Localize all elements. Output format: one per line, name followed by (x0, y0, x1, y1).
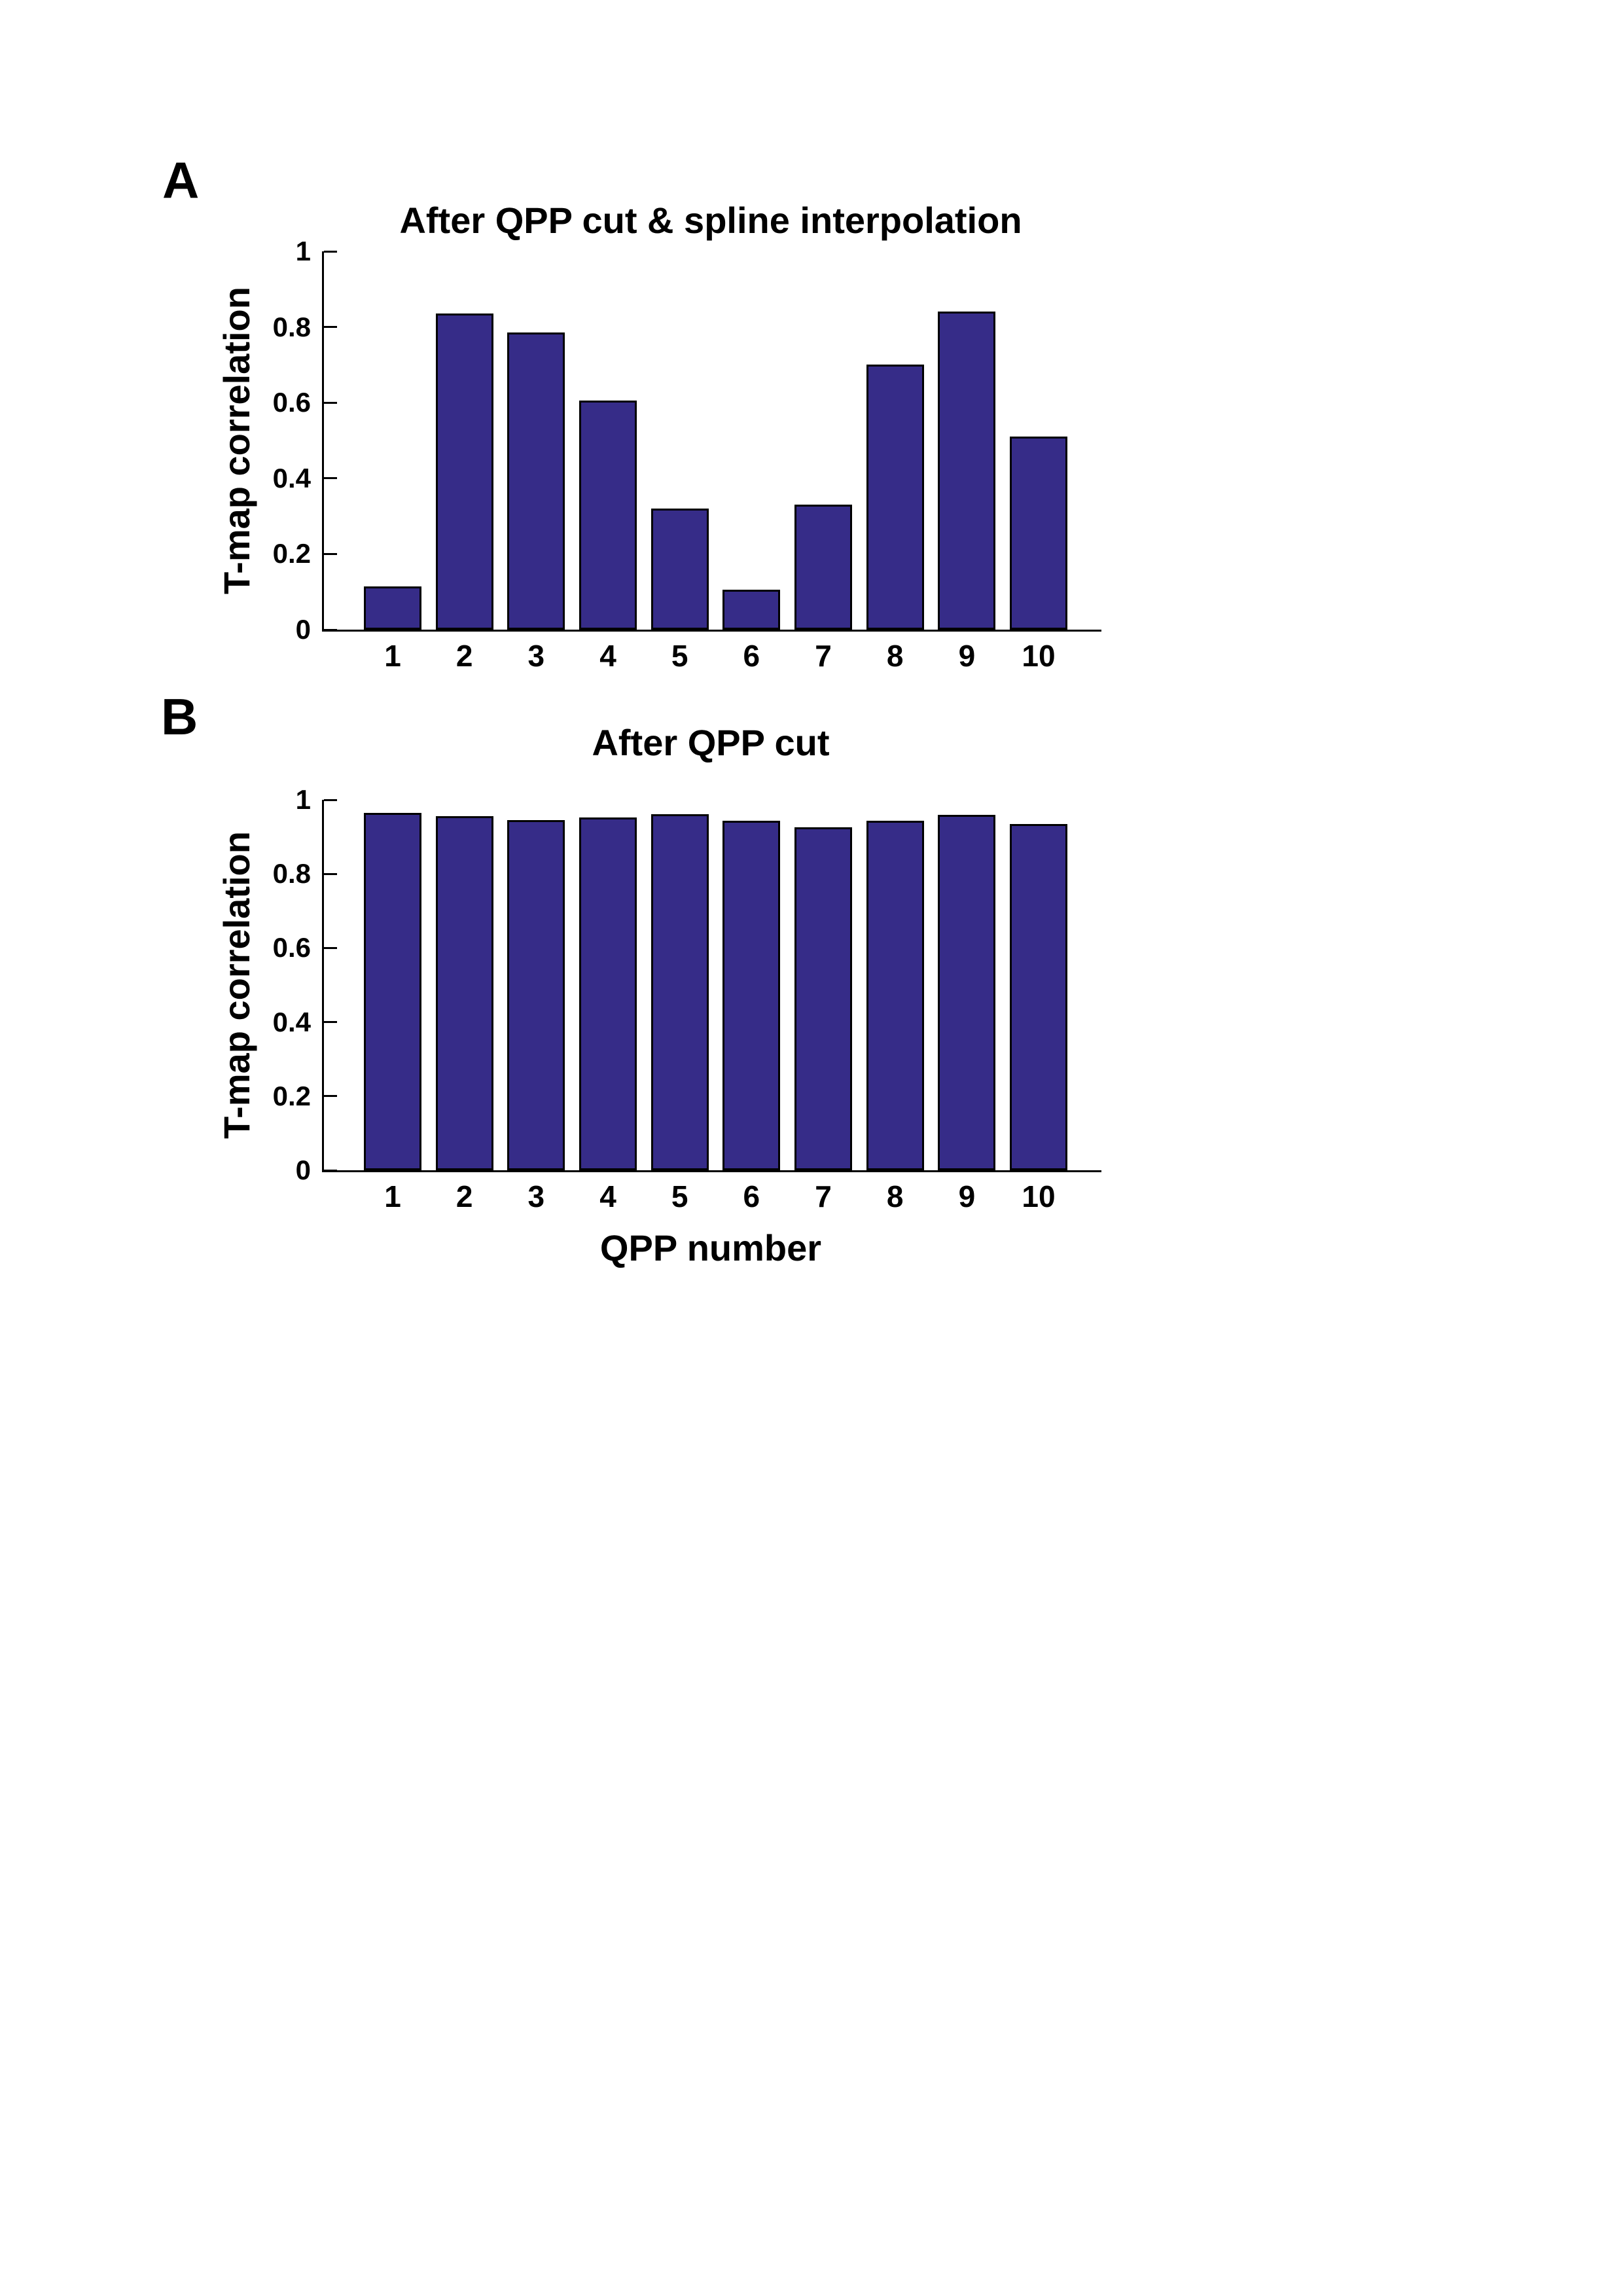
x-tick-label: 3 (527, 1179, 545, 1213)
panel-b-label: B (161, 688, 198, 745)
y-tick-mark (324, 946, 337, 949)
bar-qpp-9 (938, 814, 996, 1170)
chart-b-plot-area (322, 798, 1101, 1172)
bar-qpp-5 (651, 509, 709, 630)
x-tick-label: 1 (384, 639, 401, 673)
y-tick-label: 1 (295, 784, 311, 815)
bar-qpp-1 (364, 812, 421, 1170)
y-tick-mark (324, 552, 337, 555)
y-tick-mark (324, 401, 337, 404)
x-tick-label: 10 (1022, 639, 1056, 673)
bar-qpp-6 (722, 820, 781, 1170)
y-tick-mark (324, 1021, 337, 1024)
y-tick-mark (324, 326, 337, 329)
y-tick-label: 1 (295, 236, 311, 266)
x-tick-label: 6 (743, 639, 760, 673)
y-tick-mark (324, 250, 337, 253)
y-tick-label: 0.2 (272, 1080, 311, 1111)
x-tick-label: 9 (958, 1179, 976, 1213)
bar-qpp-3 (507, 820, 565, 1170)
bar-qpp-7 (794, 505, 853, 630)
bar-qpp-4 (579, 817, 637, 1170)
x-tick-label: 9 (958, 639, 976, 673)
bar-qpp-2 (435, 816, 493, 1170)
y-tick-mark (324, 1095, 337, 1098)
y-tick-mark (324, 628, 337, 631)
y-tick-mark (324, 477, 337, 480)
x-tick-label: 7 (815, 1179, 832, 1213)
bar-qpp-1 (364, 586, 421, 630)
y-tick-mark (324, 872, 337, 875)
bar-qpp-5 (651, 814, 709, 1170)
chart-a-y-axis-label: T-map correlation (216, 287, 257, 594)
x-tick-label: 8 (886, 639, 904, 673)
x-tick-label: 8 (886, 1179, 904, 1213)
x-tick-label: 1 (384, 1179, 401, 1213)
chart-b-x-axis-label: QPP number (599, 1227, 822, 1268)
bar-qpp-8 (866, 820, 924, 1170)
chart-a-title: After QPP cut & spline interpolation (399, 200, 1022, 241)
y-tick-mark (324, 1169, 337, 1172)
x-tick-label: 2 (455, 639, 473, 673)
bar-qpp-3 (507, 332, 565, 630)
x-tick-label: 4 (599, 1179, 616, 1213)
panel-a-label: A (162, 151, 200, 209)
bar-qpp-7 (794, 827, 853, 1170)
bar-qpp-9 (938, 312, 996, 630)
y-tick-label: 0.6 (272, 387, 311, 418)
bar-qpp-8 (866, 365, 924, 630)
bar-qpp-4 (579, 401, 637, 630)
y-tick-label: 0.4 (272, 1006, 311, 1037)
bar-qpp-2 (435, 314, 493, 630)
x-tick-label: 2 (455, 1179, 473, 1213)
y-tick-label: 0.2 (272, 538, 311, 569)
y-tick-label: 0.4 (272, 462, 311, 493)
y-tick-label: 0.6 (272, 932, 311, 963)
x-tick-label: 3 (527, 639, 545, 673)
chart-b-title: After QPP cut (592, 722, 830, 763)
bar-qpp-6 (722, 590, 781, 630)
bar-qpp-10 (1010, 823, 1068, 1170)
x-tick-label: 7 (815, 639, 832, 673)
chart-b-y-axis-label: T-map correlation (216, 831, 257, 1139)
x-tick-label: 5 (671, 1179, 688, 1213)
bar-qpp-10 (1010, 437, 1068, 630)
y-tick-label: 0.8 (272, 311, 311, 342)
x-tick-label: 10 (1022, 1179, 1056, 1213)
y-tick-label: 0 (295, 1155, 311, 1185)
x-tick-label: 4 (599, 639, 616, 673)
y-tick-label: 0.8 (272, 858, 311, 889)
x-tick-label: 5 (671, 639, 688, 673)
x-tick-label: 6 (743, 1179, 760, 1213)
y-tick-mark (324, 798, 337, 801)
chart-a-plot-area (322, 250, 1101, 632)
y-tick-label: 0 (295, 614, 311, 645)
